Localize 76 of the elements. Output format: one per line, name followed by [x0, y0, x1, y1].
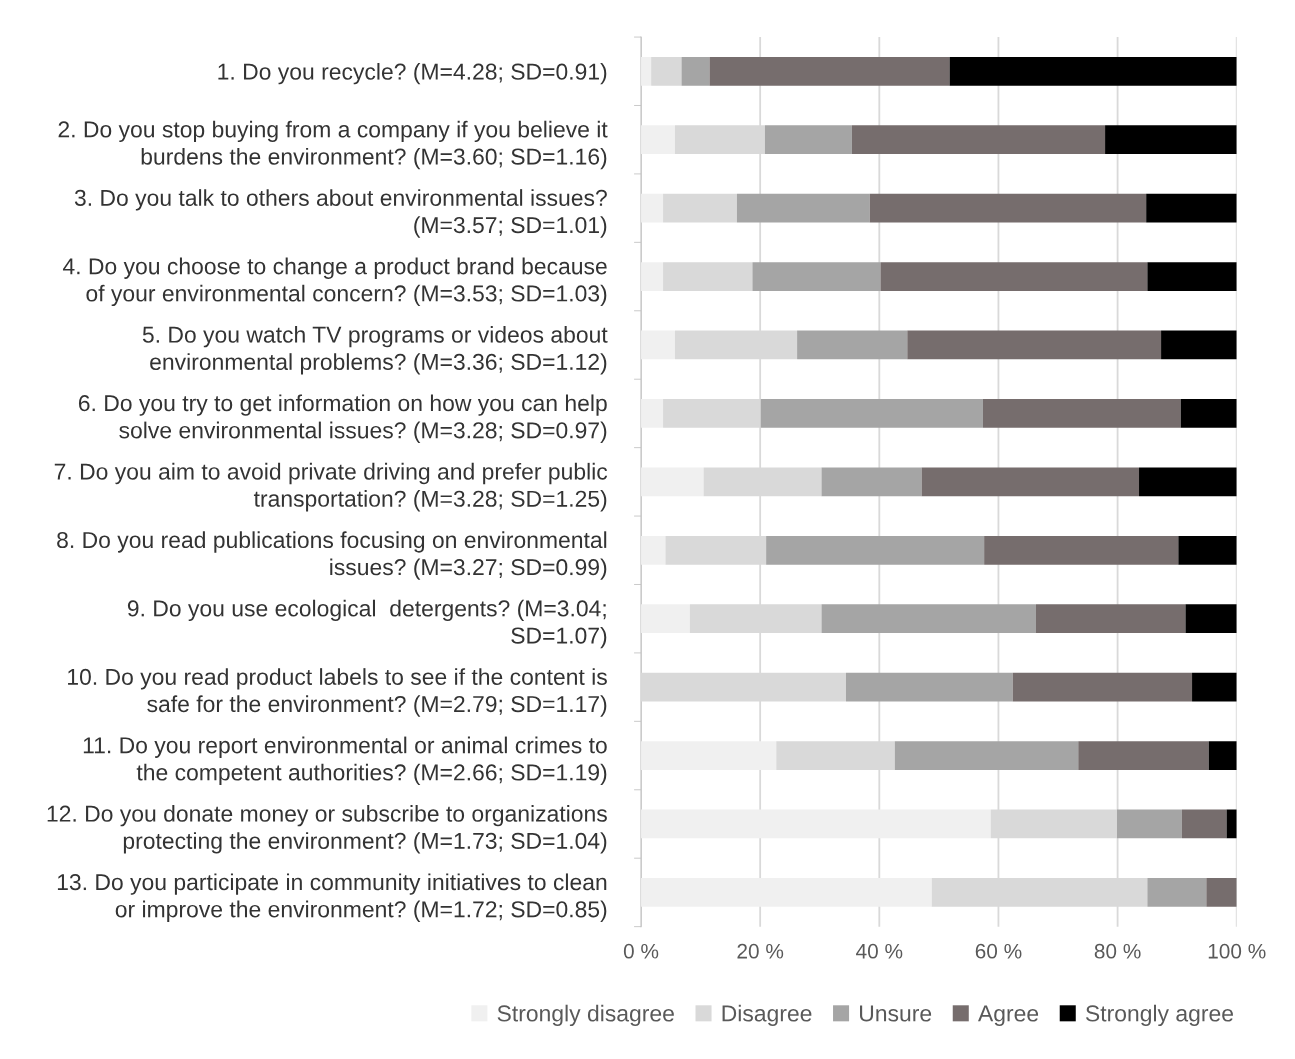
bar — [1116, 809, 1182, 839]
bar — [1105, 125, 1237, 155]
bar — [982, 399, 1181, 428]
y-tick-label: 2. Do you stop buying from a company if you believe it burdens the environment? (M=3.60; SD=1.16) — [58, 120, 608, 170]
legend-label: Unsure — [860, 1005, 932, 1022]
bar — [641, 467, 704, 497]
bar — [845, 672, 1013, 702]
bar — [894, 741, 1079, 770]
bar — [1139, 467, 1237, 497]
bar — [797, 330, 908, 360]
bar — [869, 193, 1147, 223]
bar — [651, 56, 682, 86]
bar — [752, 262, 881, 291]
bar — [1146, 193, 1237, 223]
bar — [709, 56, 950, 86]
bar — [1208, 741, 1237, 770]
y-tick-label: 6. Do you try to get information on how you can help solve environmental issues? (M=3.28; SD=0.97) — [78, 394, 607, 443]
x-tick-label: 40 % — [856, 943, 903, 959]
y-tick-label: 11. Do you report environmental or animal crimes to the competent authorities? (M=2.66; SD=1.19) — [83, 736, 607, 786]
bar — [1185, 604, 1237, 634]
bar — [949, 56, 1237, 86]
x-tick-label: 80 % — [1094, 943, 1141, 959]
bar — [1078, 741, 1209, 770]
bar — [851, 125, 1106, 155]
bar — [1147, 878, 1207, 907]
y-tick-label: 3. Do you talk to others about environmental issues? (M=3.57; SD=1.01) — [74, 189, 607, 238]
bar — [641, 56, 652, 86]
bar — [764, 125, 852, 155]
bar — [663, 262, 753, 291]
y-tick-label: 4. Do you choose to change a product brand because of your environmental concern? (M=3.53; SD=1.03) — [62, 257, 607, 307]
bar — [641, 193, 664, 223]
y-tick-label: 9. Do you use ecological detergents? (M=3.04; SD=1.07) — [127, 599, 607, 649]
bar — [641, 262, 664, 291]
bar — [641, 604, 690, 634]
bar — [760, 399, 983, 428]
y-tick-label: 13. Do you participate in community initiatives to clean or improve the environment? (M=1.72; SD=0.85) — [57, 873, 607, 922]
y-tick-label: 5. Do you watch TV programs or videos about environmental problems? (M=3.36; SD=1.12) — [142, 326, 608, 375]
bar — [821, 467, 922, 497]
bar — [1035, 604, 1186, 634]
bar — [921, 467, 1140, 497]
bar — [1147, 262, 1237, 291]
bar — [641, 330, 675, 360]
bar — [1178, 535, 1237, 565]
bar — [880, 262, 1148, 291]
y-tick-label: 10. Do you read product labels to see if the content is safe for the environment? (M=2.79; SD=1.17) — [68, 668, 607, 717]
bar — [641, 809, 991, 839]
bar — [821, 604, 1036, 634]
bar — [907, 330, 1162, 360]
bar — [1012, 672, 1193, 702]
y-tick-label: 1. Do you recycle? (M=4.28; SD=0.91) — [218, 62, 607, 85]
bar — [1161, 330, 1237, 360]
bar — [641, 125, 675, 155]
bar — [1181, 809, 1227, 839]
x-tick-label: 100 % — [1208, 943, 1266, 959]
bar — [641, 878, 932, 907]
x-tick-label: 60 % — [975, 943, 1022, 959]
bar — [663, 193, 737, 223]
y-tick-label: 7. Do you aim to avoid private driving and prefer public transportation? (M=3.28; SD=1.25) — [54, 462, 608, 512]
bar — [641, 741, 777, 770]
y-tick-label: 8. Do you read publications focusing on environmental issues? (M=3.27; SD=0.99) — [57, 531, 607, 580]
bar — [984, 535, 1179, 565]
bar — [1206, 878, 1237, 907]
legend-label: Disagree — [722, 1004, 812, 1027]
y-tick-label: 12. Do you donate money or subscribe to organizations protecting the environment? (M=1.73; SD=1.04) — [47, 805, 607, 854]
bar — [1192, 672, 1237, 702]
bar — [681, 56, 710, 86]
x-tick-label: 20 % — [737, 943, 784, 959]
legend-label: Strongly disagree — [497, 1004, 674, 1027]
bar — [766, 535, 985, 565]
bar — [1180, 399, 1237, 428]
x-tick-label: 0 % — [623, 943, 659, 959]
bar — [641, 399, 664, 428]
bar — [641, 535, 666, 565]
bar — [736, 193, 870, 223]
legend-label: Strongly agree — [1085, 1004, 1233, 1027]
legend-label: Agree — [978, 1005, 1039, 1027]
